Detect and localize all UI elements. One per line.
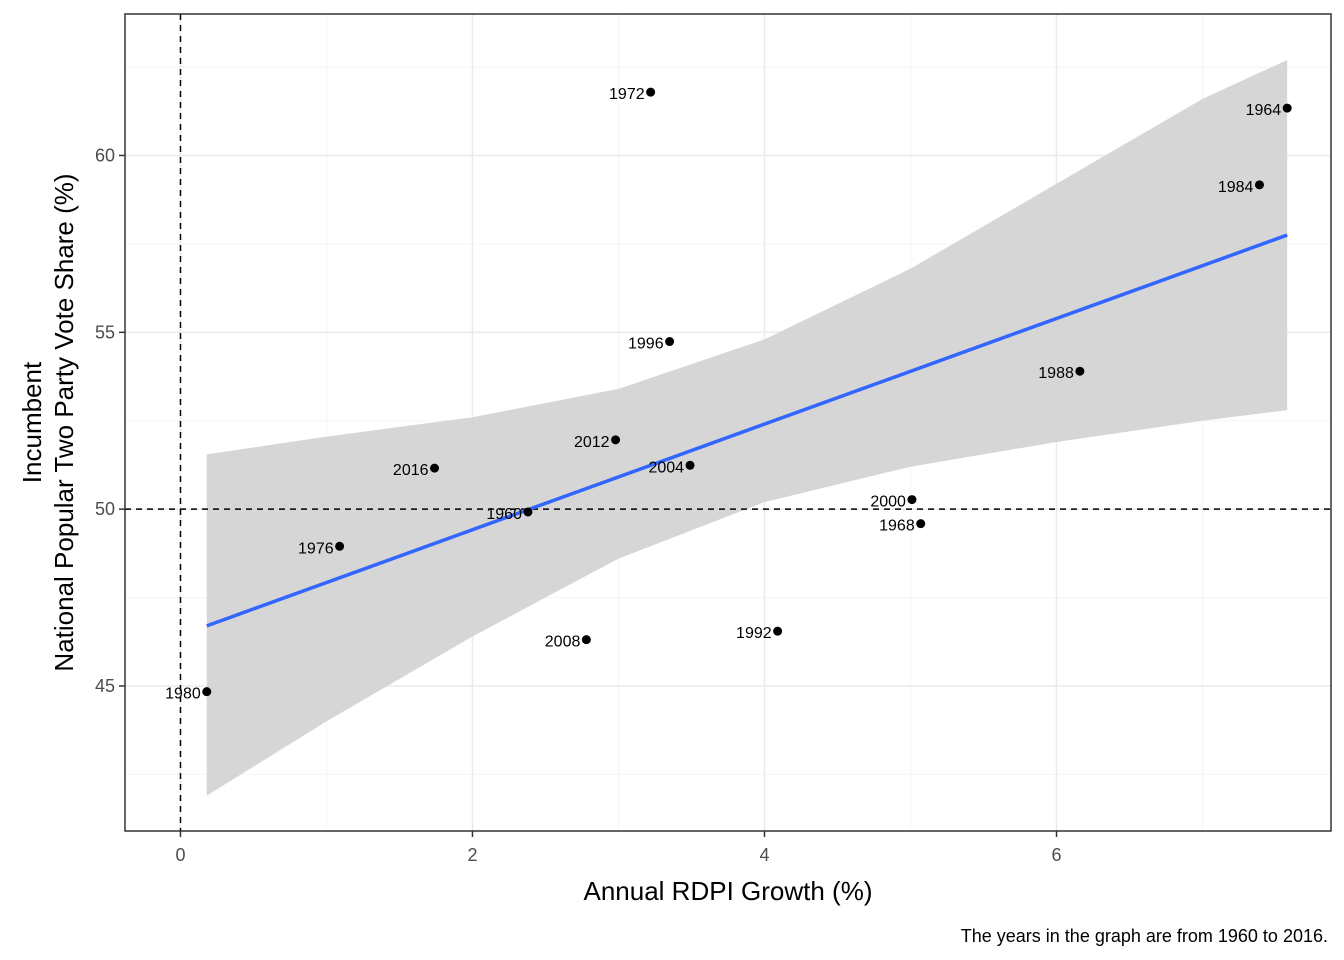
data-point-2000 [907, 495, 917, 505]
data-point-1964 [1282, 103, 1292, 113]
y-axis-title-line2: National Popular Two Party Vote Share (%… [49, 173, 79, 671]
data-point-1972 [646, 87, 656, 97]
y-axis-title-line1: Incumbent [17, 361, 47, 483]
data-point-1960 [523, 507, 533, 517]
x-axis-ticks: 0 2 4 6 [175, 831, 1062, 865]
data-point-1968 [916, 519, 926, 529]
point-label-2000: 2000 [870, 494, 906, 511]
point-label-2004: 2004 [648, 459, 684, 476]
data-point-2016 [430, 463, 440, 473]
point-label-2008: 2008 [545, 634, 581, 651]
point-labels: 1960 1964 1968 1972 1976 1980 1984 1988 1992 1996… [165, 86, 1281, 702]
data-point-1976 [335, 541, 345, 551]
confidence-band [206, 59, 1288, 796]
fit-line-group [206, 233, 1288, 628]
data-points [202, 87, 1292, 697]
x-tick-label: 2 [467, 845, 477, 865]
x-tick-label: 0 [175, 845, 185, 865]
y-tick-label: 55 [95, 322, 115, 342]
point-label-1960: 1960 [486, 506, 522, 523]
data-point-1980 [202, 687, 212, 697]
point-label-1980: 1980 [165, 686, 201, 703]
panel-border [124, 13, 1332, 832]
data-point-2012 [611, 435, 621, 445]
point-label-1984: 1984 [1218, 179, 1254, 196]
point-label-1992: 1992 [736, 625, 772, 642]
data-point-1996 [665, 337, 675, 347]
y-tick-label: 60 [95, 145, 115, 165]
fit-line [206, 233, 1288, 628]
data-point-2004 [685, 460, 695, 470]
point-label-1964: 1964 [1246, 102, 1282, 119]
point-label-1968: 1968 [879, 518, 915, 535]
point-label-2016: 2016 [393, 462, 429, 479]
y-tick-label: 50 [95, 499, 115, 519]
point-label-1996: 1996 [628, 336, 664, 353]
x-tick-label: 4 [759, 845, 769, 865]
confidence-band-group [206, 59, 1288, 796]
data-point-2008 [581, 635, 591, 645]
y-tick-label: 45 [95, 676, 115, 696]
point-label-1976: 1976 [298, 540, 334, 557]
data-point-1984 [1254, 180, 1264, 190]
x-axis-title: Annual RDPI Growth (%) [584, 876, 873, 906]
data-point-1988 [1075, 366, 1085, 376]
point-label-1988: 1988 [1038, 365, 1074, 382]
reference-lines [125, 14, 1331, 831]
x-tick-label: 6 [1052, 845, 1062, 865]
point-label-2012: 2012 [574, 434, 610, 451]
data-point-1992 [773, 626, 783, 636]
chart-caption: The years in the graph are from 1960 to … [961, 926, 1328, 946]
y-axis-ticks: 45 50 55 60 [95, 145, 125, 696]
point-label-1972: 1972 [609, 86, 645, 103]
